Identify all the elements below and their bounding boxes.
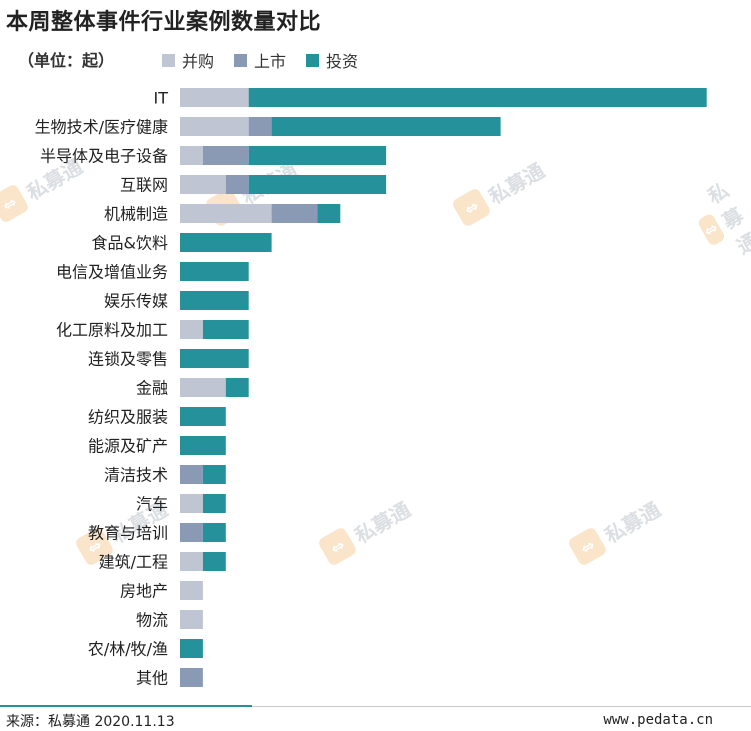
category-label: 清洁技术 <box>104 466 168 485</box>
bar-segment-ipo <box>202 146 249 165</box>
bar-segment-merger <box>180 610 203 629</box>
bar-segment-investment <box>180 291 249 310</box>
bar-segment-investment <box>180 349 249 368</box>
legend-item-investment: 投资 <box>306 48 358 72</box>
footer-accent-line <box>0 705 252 707</box>
category-label: 其他 <box>136 669 168 688</box>
legend-label-ipo: 上市 <box>254 52 287 71</box>
category-label: 汽车 <box>136 495 168 514</box>
category-label: 房地产 <box>120 582 168 601</box>
category-label: 连锁及零售 <box>88 350 168 369</box>
bar-segment-investment <box>180 233 272 252</box>
bar-segment-investment <box>248 175 387 194</box>
bar-segment-ipo <box>225 175 249 194</box>
bar-segment-investment <box>180 407 226 426</box>
category-label: 纺织及服装 <box>88 408 168 427</box>
bar-segment-investment <box>202 523 226 542</box>
category-label: 能源及矿产 <box>88 437 168 456</box>
category-label: 教育与培训 <box>88 524 168 543</box>
bar-segment-merger <box>180 320 203 339</box>
bar-segment-investment <box>248 146 387 165</box>
legend-swatch-ipo <box>234 53 248 67</box>
category-label: 娱乐传媒 <box>104 292 168 311</box>
category-label: IT <box>154 89 169 108</box>
bar-segment-ipo <box>180 668 203 687</box>
category-label: 金融 <box>136 379 168 398</box>
bar-chart: IT 生物技术/医疗健康半导体及电子设备互联网机械制造食品&饮料电信及增值业务娱乐… <box>35 88 707 688</box>
legend: 并购 上市 投资 <box>162 48 358 72</box>
bar-segment-ipo <box>180 465 203 484</box>
category-label: 食品&饮料 <box>92 234 168 253</box>
bar-segment-merger <box>180 494 203 513</box>
bar-segment-merger <box>180 552 203 571</box>
footer-source: 来源：私募通 2020.11.13 <box>6 714 175 730</box>
category-label: 化工原料及加工 <box>56 321 168 340</box>
legend-item-merger: 并购 <box>162 48 214 72</box>
footer-divider <box>0 706 751 707</box>
bar-segment-investment <box>180 436 226 455</box>
bar-segment-merger <box>180 204 272 223</box>
bar-segment-merger <box>180 175 226 194</box>
category-label: 物流 <box>136 611 168 630</box>
footer-site: www.pedata.cn <box>603 712 713 728</box>
legend-swatch-investment <box>306 53 320 67</box>
legend-item-ipo: 上市 <box>234 48 286 72</box>
category-label: 建筑/工程 <box>99 553 168 572</box>
bar-segment-ipo <box>180 523 203 542</box>
bar-segment-investment <box>180 262 249 281</box>
category-label: 电信及增值业务 <box>56 263 168 282</box>
category-label: 农/林/牧/渔 <box>88 640 168 659</box>
bar-segment-investment <box>202 494 226 513</box>
bar-segment-merger <box>180 117 249 136</box>
bar-segment-merger <box>180 146 203 165</box>
category-label: 生物技术/医疗健康 <box>35 118 168 137</box>
bar-segment-merger <box>180 88 249 107</box>
bar-segment-investment <box>225 378 249 397</box>
bar-segment-merger <box>180 581 203 600</box>
legend-label-merger: 并购 <box>182 52 215 71</box>
bar-segment-investment <box>317 204 341 223</box>
bar-segment-investment <box>180 639 203 658</box>
category-label: 机械制造 <box>104 205 168 224</box>
bar-segment-investment <box>248 88 707 107</box>
bar-segment-investment <box>271 117 501 136</box>
category-label: 互联网 <box>120 176 168 195</box>
bar-segment-investment <box>202 320 249 339</box>
chart-title: 本周整体事件行业案例数量对比 <box>6 10 322 35</box>
legend-label-investment: 投资 <box>326 52 359 71</box>
bar-segment-merger <box>180 378 226 397</box>
bar-segment-ipo <box>271 204 318 223</box>
unit-label: （单位：起） <box>18 51 115 70</box>
bar-segment-investment <box>202 552 226 571</box>
bar-segment-investment <box>202 465 226 484</box>
category-label: 半导体及电子设备 <box>40 147 168 166</box>
bar-segment-ipo <box>248 117 272 136</box>
legend-swatch-merger <box>162 53 175 67</box>
